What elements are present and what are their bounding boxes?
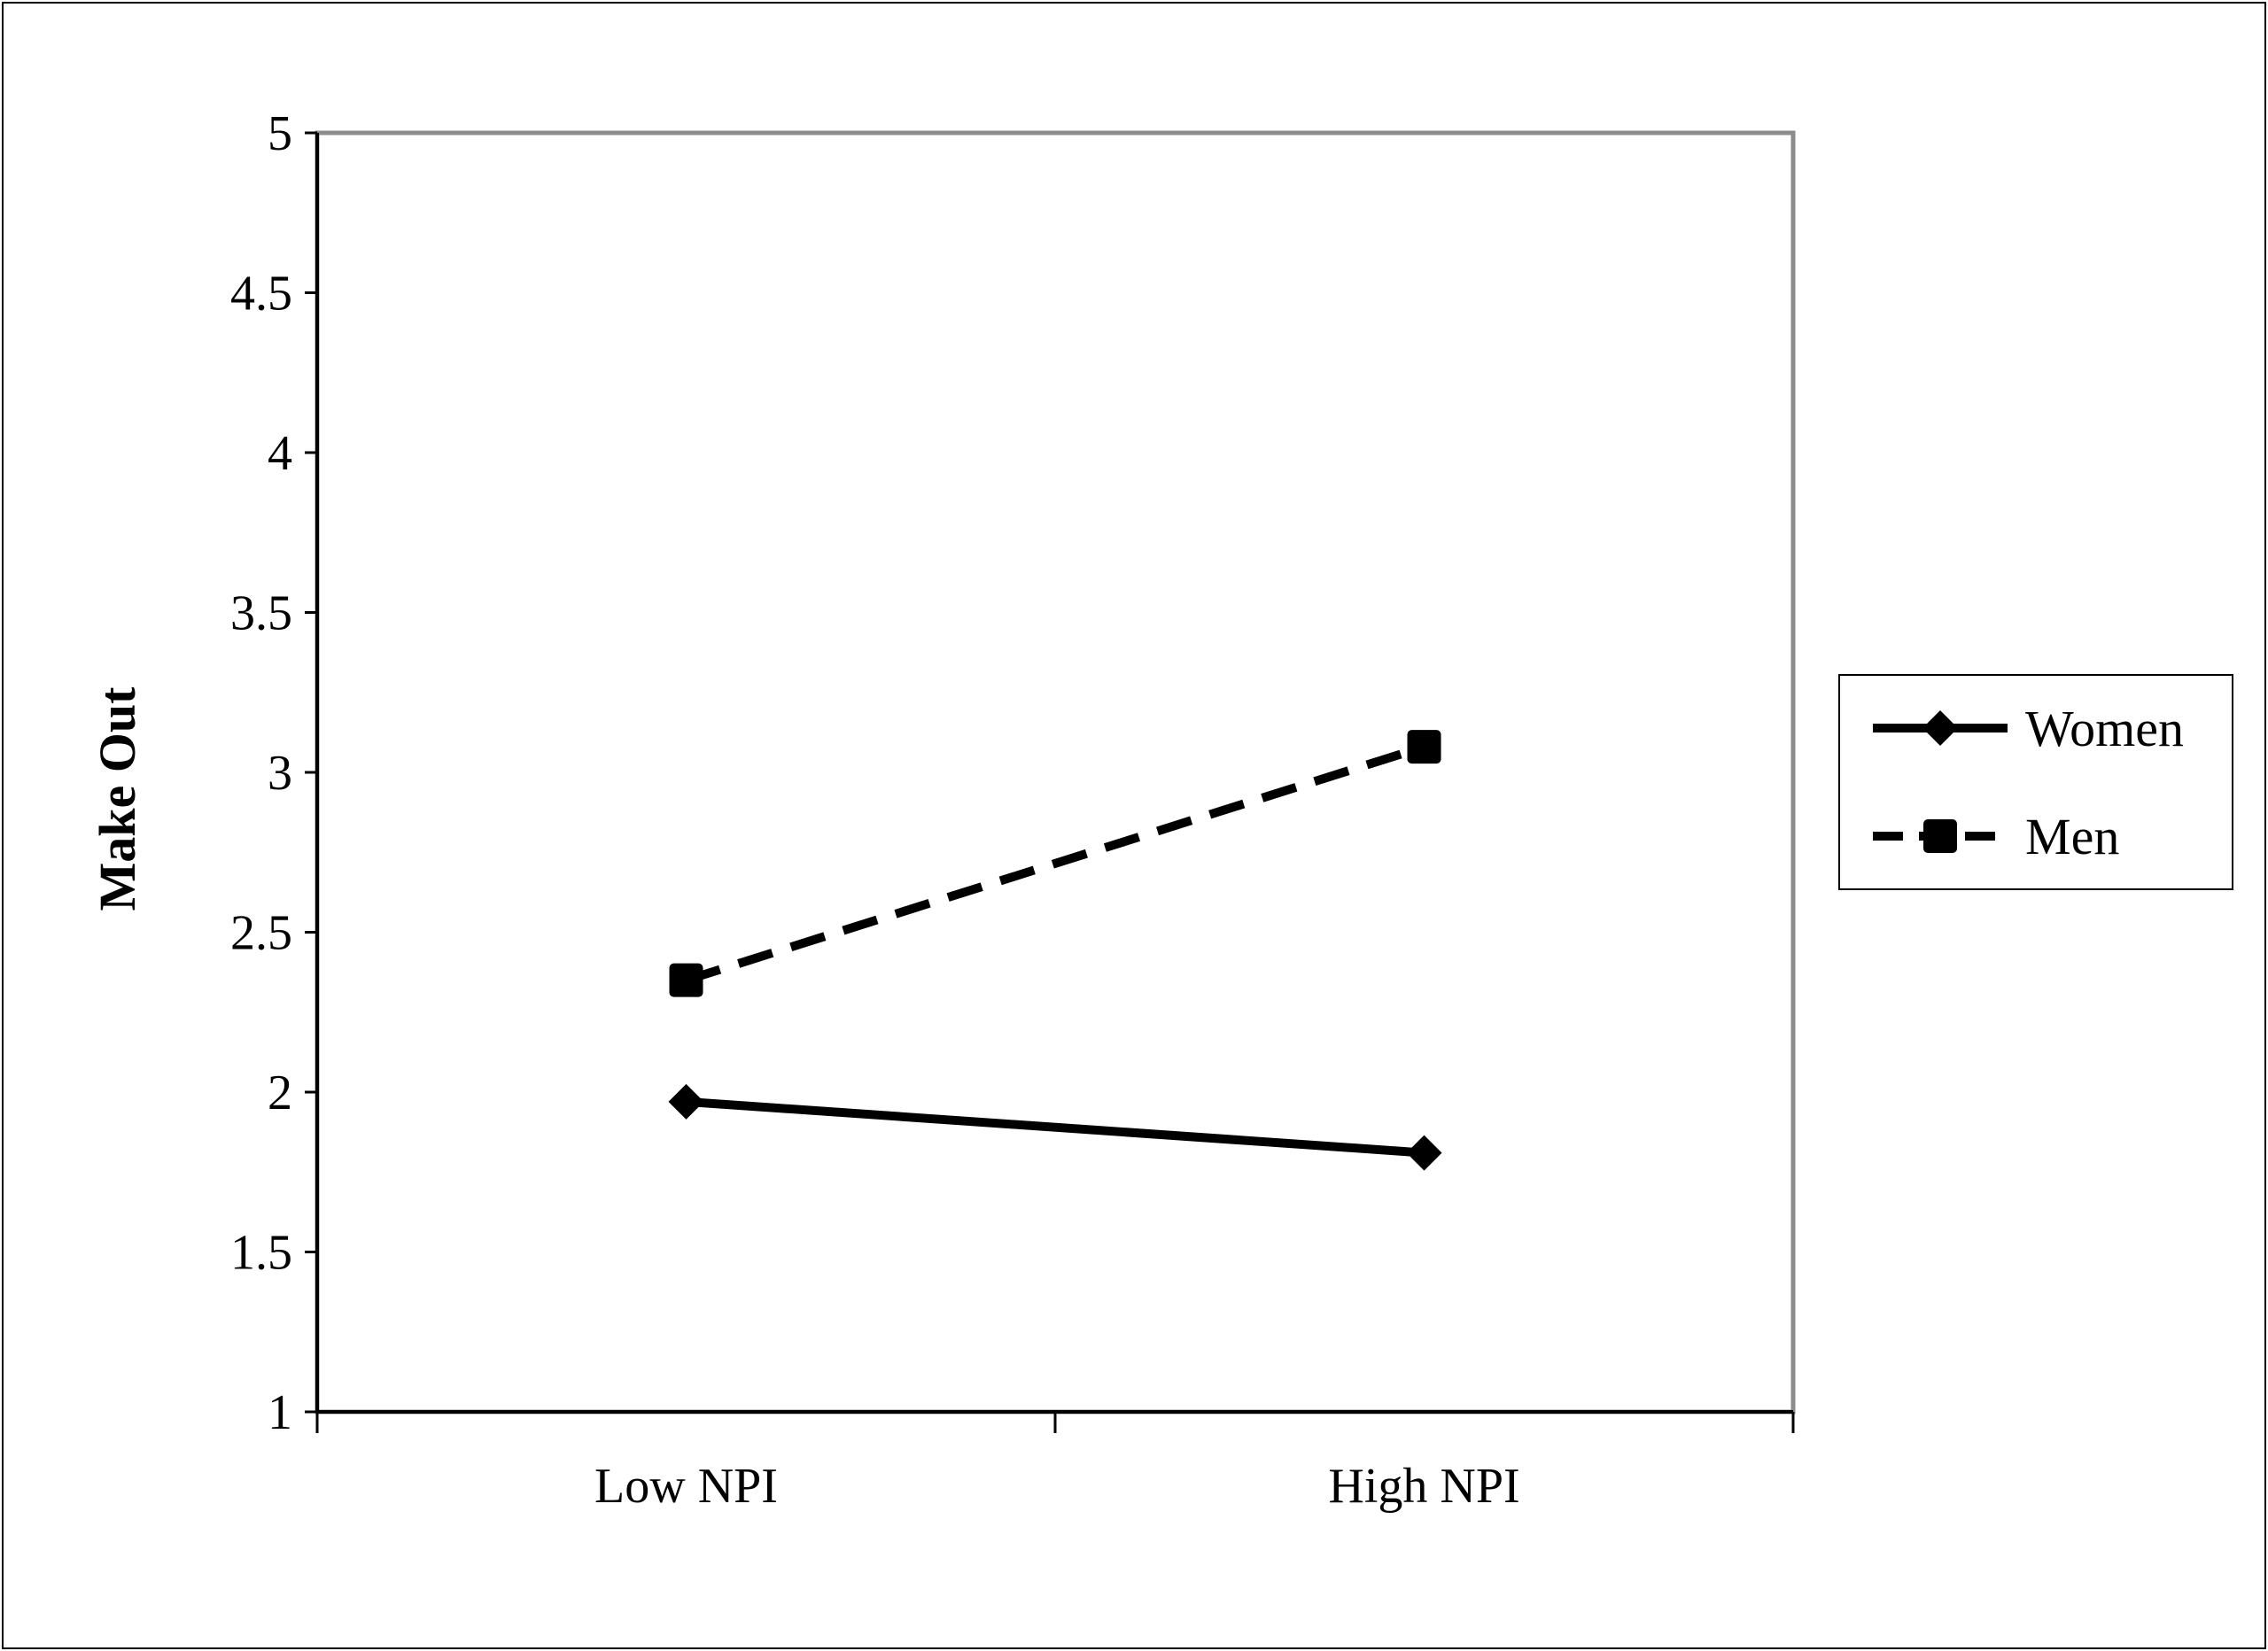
y-tick-label: 2.5	[230, 906, 292, 961]
plot-area	[315, 130, 1796, 1415]
y-tick-label: 5	[268, 106, 292, 161]
series-line-men	[684, 742, 1426, 985]
data-point-men	[1407, 730, 1441, 764]
x-tick-label: High NPI	[1328, 1459, 1519, 1514]
series-women	[668, 1083, 1442, 1171]
legend-marker	[1923, 819, 1957, 853]
series-line-women	[686, 1097, 1425, 1158]
legend: Women Men	[1838, 674, 2233, 890]
line-chart: 1 1.5 2 2.5 3 3.5 4 4.5 5 Low NPI High NPI Make O…	[89, 106, 2233, 1514]
y-tick-label: 2	[268, 1066, 292, 1120]
y-tick-label: 4.5	[230, 267, 292, 322]
y-tick-label: 1	[268, 1385, 292, 1440]
x-axis-ticks: Low NPI High NPI	[315, 1412, 1795, 1514]
legend-box	[1838, 674, 2233, 890]
data-point-women	[1406, 1135, 1442, 1171]
y-tick-label: 3.5	[230, 586, 292, 641]
y-axis-ticks: 1 1.5 2 2.5 3 3.5 4 4.5 5	[230, 106, 317, 1440]
legend-items: Women Men	[1873, 700, 2184, 865]
legend-item-women: Women	[1873, 700, 2184, 757]
legend-label: Women	[2025, 700, 2184, 757]
legend-item-men: Men	[1873, 808, 2119, 865]
y-tick-label: 4	[268, 426, 292, 481]
legend-marker	[1922, 710, 1958, 746]
data-point-women	[668, 1083, 704, 1120]
y-tick-label: 3	[268, 746, 292, 801]
y-tick-label: 1.5	[230, 1226, 292, 1281]
series-layer	[668, 730, 1442, 1171]
y-axis-title: Make Out	[89, 686, 146, 911]
data-point-men	[669, 963, 703, 997]
x-tick-label: Low NPI	[594, 1459, 778, 1514]
series-men	[669, 730, 1441, 997]
legend-label: Men	[2025, 808, 2119, 865]
